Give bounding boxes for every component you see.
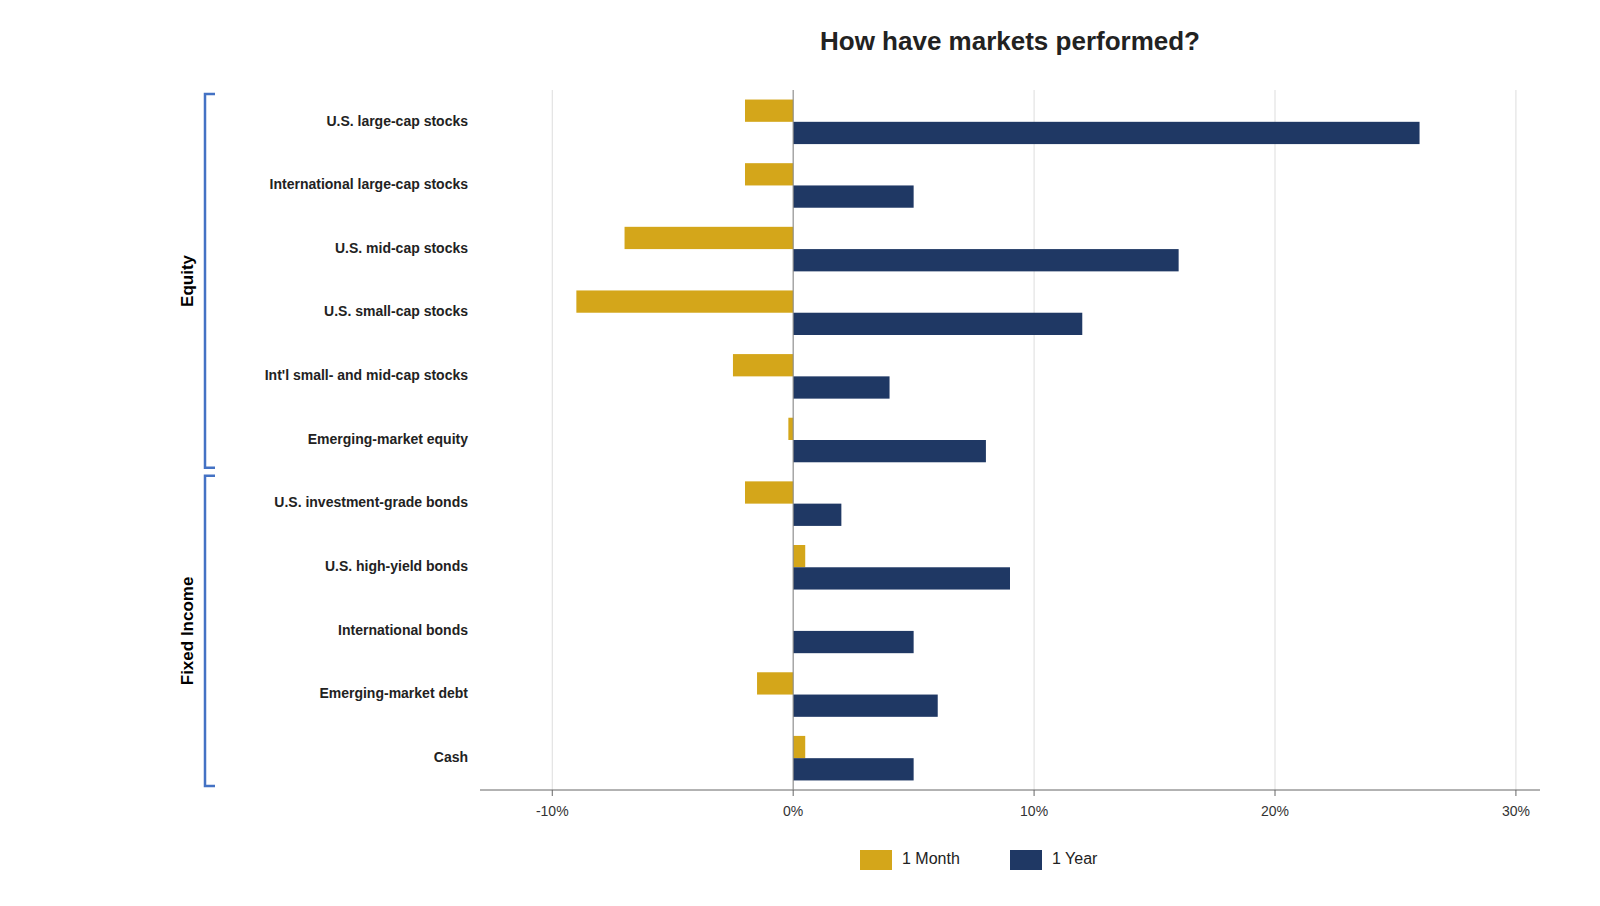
bar bbox=[625, 227, 794, 249]
tick-mark bbox=[793, 790, 794, 796]
category-label: International bonds bbox=[338, 622, 468, 638]
bar bbox=[793, 567, 1010, 589]
legend: 1 Month 1 Year bbox=[860, 850, 1098, 870]
bar bbox=[793, 376, 889, 398]
bar bbox=[793, 504, 841, 526]
category-label: U.S. investment-grade bonds bbox=[274, 494, 468, 510]
legend-swatch bbox=[860, 850, 892, 870]
tick-mark bbox=[1034, 790, 1035, 796]
legend-label: 1 Year bbox=[1052, 850, 1098, 867]
category-label: U.S. mid-cap stocks bbox=[335, 240, 468, 256]
bar bbox=[793, 758, 913, 780]
grid-line bbox=[552, 90, 553, 790]
bar bbox=[793, 545, 805, 567]
tick-label: 30% bbox=[1502, 803, 1530, 819]
grid-line bbox=[1515, 90, 1516, 790]
chart: How have markets performed? -10% 0% 10% 20% 3… bbox=[0, 0, 1600, 906]
tick-mark bbox=[552, 790, 553, 796]
title: How have markets performed? bbox=[820, 26, 1200, 56]
grid-line bbox=[1275, 90, 1276, 790]
tick-label: 20% bbox=[1261, 803, 1289, 819]
bar bbox=[793, 631, 913, 653]
category-label: Emerging-market debt bbox=[319, 685, 468, 701]
bar bbox=[793, 695, 938, 717]
bar bbox=[793, 736, 805, 758]
grid bbox=[552, 90, 1516, 790]
bar bbox=[788, 418, 793, 440]
zero-line bbox=[793, 90, 794, 790]
tick-label: 0% bbox=[783, 803, 803, 819]
bar bbox=[793, 313, 1082, 335]
group-bracket bbox=[205, 476, 215, 786]
bar bbox=[793, 185, 913, 207]
bar bbox=[576, 290, 793, 312]
tick-mark bbox=[1515, 790, 1516, 796]
bar bbox=[793, 122, 1419, 144]
grid-line bbox=[793, 90, 794, 790]
tick-mark bbox=[1275, 790, 1276, 796]
x-axis-line bbox=[480, 790, 1540, 791]
bar bbox=[757, 672, 793, 694]
bar bbox=[793, 440, 986, 462]
grid-line bbox=[1034, 90, 1035, 790]
category-label: Cash bbox=[434, 749, 468, 765]
bar bbox=[745, 481, 793, 503]
bar bbox=[745, 100, 793, 122]
tick-label: -10% bbox=[536, 803, 569, 819]
category-label: U.S. high-yield bonds bbox=[325, 558, 468, 574]
group-label: Equity bbox=[178, 254, 197, 306]
category-label: International large-cap stocks bbox=[270, 176, 469, 192]
bar bbox=[793, 249, 1178, 271]
category-label: Emerging-market equity bbox=[308, 431, 468, 447]
category-label: Int'l small- and mid-cap stocks bbox=[265, 367, 468, 383]
group-bracket bbox=[205, 94, 215, 468]
bars bbox=[576, 100, 1419, 781]
bar bbox=[733, 354, 793, 376]
legend-label: 1 Month bbox=[902, 850, 960, 867]
legend-swatch bbox=[1010, 850, 1042, 870]
tick-label: 10% bbox=[1020, 803, 1048, 819]
group-label: Fixed Income bbox=[178, 577, 197, 686]
category-label: U.S. large-cap stocks bbox=[326, 113, 468, 129]
bar bbox=[745, 163, 793, 185]
category-label: U.S. small-cap stocks bbox=[324, 303, 468, 319]
